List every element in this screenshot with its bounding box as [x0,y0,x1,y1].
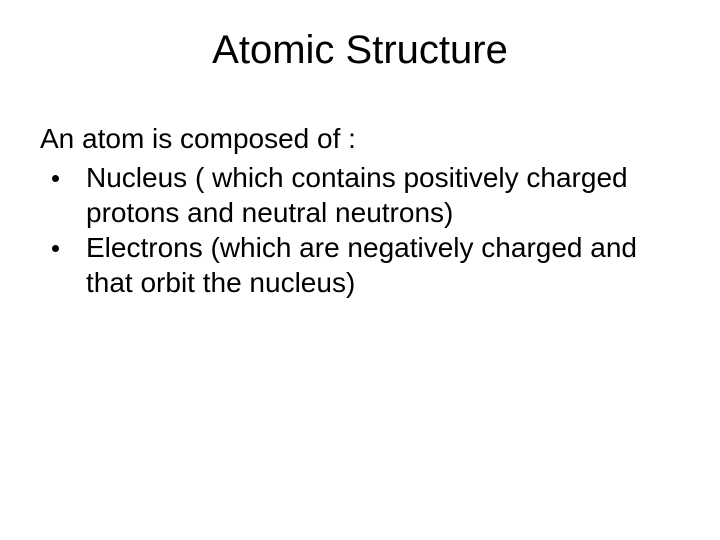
bullet-text: Nucleus ( which contains positively char… [86,162,628,228]
list-item: Electrons (which are negatively charged … [40,230,680,300]
bullet-icon [52,175,59,182]
slide-body: An atom is composed of : Nucleus ( which… [0,73,720,300]
bullet-icon [52,245,59,252]
slide-title: Atomic Structure [0,0,720,73]
list-item: Nucleus ( which contains positively char… [40,160,680,230]
bullet-list: Nucleus ( which contains positively char… [40,160,680,300]
slide: Atomic Structure An atom is composed of … [0,0,720,540]
intro-text: An atom is composed of : [40,121,680,156]
bullet-text: Electrons (which are negatively charged … [86,232,637,298]
